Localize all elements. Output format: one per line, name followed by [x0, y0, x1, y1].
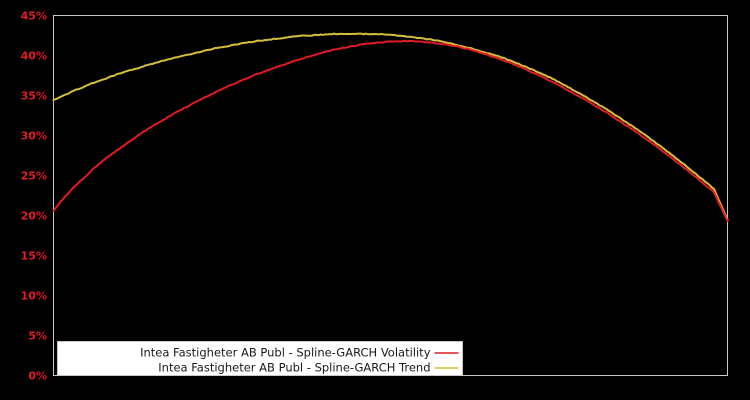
- y-axis-tick-label: 0%: [28, 370, 47, 383]
- y-axis-tick-label: 10%: [21, 290, 47, 303]
- y-axis-tick-label: 20%: [21, 210, 47, 223]
- legend-entry-label: Intea Fastigheter AB Publ - Spline-GARCH…: [140, 346, 431, 360]
- y-axis-tick-label: 15%: [21, 250, 47, 263]
- data-series-group: [52, 32, 729, 223]
- y-axis-tick-label: 30%: [21, 130, 47, 143]
- y-axis-tick-label: 5%: [28, 330, 47, 343]
- y-axis-tick-label: 40%: [21, 50, 47, 63]
- y-axis-tick-labels: 45% 40% 35% 30% 25% 20% 15% 10% 5% 0%: [21, 10, 47, 383]
- y-axis-tick-label: 35%: [21, 90, 47, 103]
- y-axis-tick-label: 25%: [21, 170, 47, 183]
- y-axis-tick-label: 45%: [21, 10, 47, 23]
- legend-entry-label: Intea Fastigheter AB Publ - Spline-GARCH…: [158, 361, 430, 375]
- series-line-volatility: [52, 39, 729, 223]
- chart-legend[interactable]: Intea Fastigheter AB Publ - Spline-GARCH…: [57, 341, 463, 376]
- legend-background: [57, 341, 463, 376]
- series-line-trend: [52, 32, 729, 221]
